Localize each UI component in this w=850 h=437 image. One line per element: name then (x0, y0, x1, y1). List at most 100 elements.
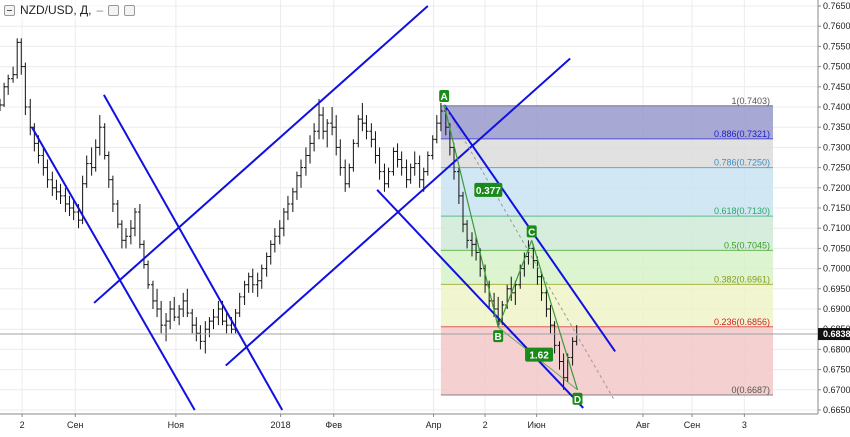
candle (264, 252, 269, 277)
candle (281, 208, 286, 237)
x-tick-label: Ноя (168, 420, 185, 430)
x-tick-label: Сен (684, 420, 701, 430)
x-tick-label: 3 (742, 420, 747, 430)
candle (272, 228, 277, 253)
candle (382, 163, 387, 192)
candles (0, 38, 579, 390)
candle (194, 317, 199, 342)
candle (190, 309, 195, 334)
candle (303, 147, 308, 176)
candle (0, 98, 2, 112)
candle (177, 304, 182, 326)
candle (294, 171, 299, 200)
candle (89, 147, 94, 176)
candle (539, 272, 544, 301)
y-tick-label: 0.7450 (823, 82, 850, 92)
candle (308, 135, 313, 164)
x-tick-label: Апр (426, 420, 442, 430)
fib-level-label: 0.5(0.7045) (724, 240, 770, 250)
candle (132, 208, 137, 237)
candle (321, 107, 326, 140)
indicator-dash: – (96, 3, 104, 17)
x-tick-label: Фев (325, 420, 342, 430)
candle (430, 135, 435, 160)
y-tick-label: 0.7350 (823, 122, 850, 132)
fib-level-label: 1(0.7403) (731, 96, 770, 106)
candle (106, 151, 111, 188)
fib-zone (440, 138, 774, 168)
y-tick-label: 0.7200 (823, 183, 850, 193)
candle (203, 321, 208, 354)
fib-zone (440, 216, 774, 251)
candle (312, 123, 317, 152)
fib-level-label: 0.886(0.7321) (714, 129, 770, 139)
candle (356, 115, 361, 148)
candle (325, 119, 330, 148)
fib-zone (440, 105, 774, 139)
fib-level-label: 0.382(0.6961) (714, 274, 770, 284)
current-price-label: 0.6838 (823, 329, 850, 339)
candle (544, 288, 549, 318)
candle (6, 74, 11, 95)
candle (50, 171, 55, 196)
candle (408, 163, 413, 184)
fib-zone (440, 250, 774, 285)
harmonic-ratio-badge (474, 182, 503, 197)
collapse-icon[interactable] (4, 4, 15, 16)
candle (474, 236, 479, 261)
fib-zone (440, 326, 774, 396)
y-tick-label: 0.7600 (823, 21, 850, 31)
y-tick-label: 0.7650 (823, 1, 850, 11)
candle (97, 115, 102, 156)
candle (93, 139, 98, 172)
candle (15, 38, 20, 79)
candle (11, 66, 16, 83)
candle (146, 260, 151, 289)
harmonic-leg (531, 240, 579, 390)
fibonacci-retracement: 1(0.7403) 0.886(0.7321) 0.786(0.7250) 0.618… (440, 96, 774, 396)
candle (338, 139, 343, 176)
candle (460, 191, 465, 233)
y-axis: 0.66500.67000.67500.68000.68500.69000.69… (817, 0, 850, 432)
candle (268, 240, 273, 265)
x-tick-label: Июн (528, 420, 546, 430)
harmonic-point-badge (439, 89, 450, 102)
harmonic-dashed-line (443, 104, 614, 399)
candle (198, 325, 203, 350)
candle (216, 300, 221, 326)
harmonic-point-label: C (528, 227, 535, 238)
candle (386, 167, 391, 188)
current-price-tag (818, 328, 850, 341)
candle (71, 199, 76, 221)
harmonic-point-label: B (495, 332, 502, 343)
candle (360, 102, 365, 132)
candle (552, 321, 557, 354)
y-tick-label: 0.7250 (823, 163, 850, 173)
candle (259, 264, 264, 289)
candle (570, 337, 575, 366)
fib-level-label: 0.786(0.7250) (714, 158, 770, 168)
candle (456, 167, 461, 204)
candle (395, 143, 400, 168)
candle (54, 179, 59, 200)
candle (412, 151, 417, 176)
candle (242, 280, 247, 305)
candle (23, 62, 28, 116)
y-tick-label: 0.7500 (823, 62, 850, 72)
x-tick-label: Авг (636, 420, 651, 430)
candle (19, 38, 24, 75)
candle (343, 159, 348, 192)
close-icon[interactable] (124, 4, 136, 16)
candle (373, 131, 378, 164)
candle (84, 155, 89, 188)
candle (277, 220, 282, 245)
harmonic-ratio-label: 1.62 (529, 351, 549, 362)
candle (2, 82, 7, 107)
harmonic-point-badge (572, 392, 583, 405)
fib-level-label: 0(0.6687) (731, 385, 770, 395)
candle (347, 163, 352, 188)
x-tick-label: 2018 (271, 420, 291, 430)
settings-icon[interactable] (108, 4, 120, 16)
